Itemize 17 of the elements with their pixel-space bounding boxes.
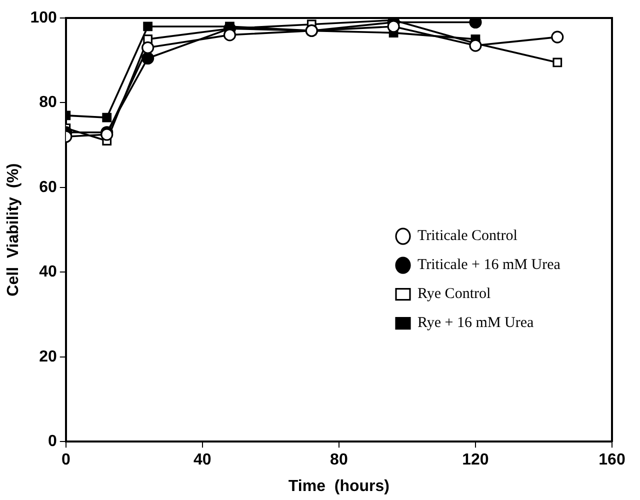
legend-label: Triticale Control <box>418 228 518 244</box>
y-tick-label: 0 <box>48 433 57 450</box>
x-tick-label: 120 <box>462 452 489 469</box>
legend-label: Rye + 16 mM Urea <box>418 315 534 332</box>
y-axis-title: Cell Viability (%) <box>5 163 22 296</box>
legend-label: Rye Control <box>418 286 491 302</box>
y-tick-label: 100 <box>30 9 57 26</box>
x-tick-label: 80 <box>330 452 348 469</box>
y-tick-label: 80 <box>39 94 57 112</box>
x-axis-title: Time (hours) <box>288 478 390 495</box>
y-tick-label: 40 <box>39 264 57 281</box>
x-tick-label: 40 <box>194 452 212 469</box>
x-tick-label: 0 <box>61 452 70 469</box>
x-tick-label: 160 <box>598 452 626 469</box>
y-tick-label: 20 <box>39 348 57 366</box>
legend-label: Triticale + 16 mM Urea <box>418 257 561 274</box>
y-tick-label: 60 <box>39 178 57 196</box>
